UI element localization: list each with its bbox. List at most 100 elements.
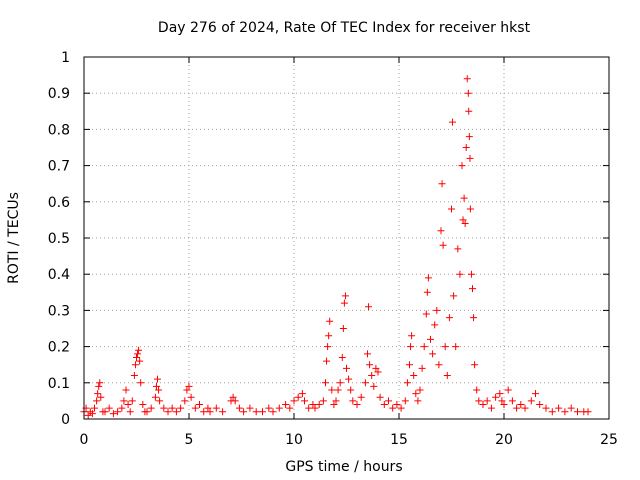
data-point	[319, 397, 327, 405]
x-tick-label: 5	[185, 432, 194, 448]
data-point	[152, 382, 160, 390]
data-point	[338, 353, 346, 361]
data-point	[416, 386, 424, 394]
data-point	[252, 408, 260, 416]
data-point	[325, 332, 333, 340]
data-point	[235, 404, 243, 412]
data-point	[469, 285, 476, 293]
y-axis-label: ROTI / TECUs	[6, 192, 22, 284]
data-point	[423, 288, 431, 296]
data-point	[212, 404, 220, 412]
data-point	[286, 404, 294, 412]
data-point	[414, 397, 422, 405]
data-point	[567, 404, 575, 412]
y-tick-label: 0.1	[48, 376, 70, 392]
x-tick-label: 20	[495, 432, 513, 448]
data-point	[191, 404, 199, 412]
data-point	[134, 350, 142, 358]
data-point	[448, 205, 455, 213]
data-point	[561, 408, 569, 416]
data-point	[429, 350, 437, 358]
data-point	[88, 410, 96, 418]
data-point	[368, 372, 376, 380]
data-point	[322, 379, 329, 387]
data-point	[328, 386, 336, 394]
data-point	[177, 404, 185, 412]
data-point	[441, 343, 449, 351]
data-point	[94, 390, 102, 398]
data-point	[456, 270, 464, 278]
y-tick-label: 0.6	[48, 195, 70, 211]
data-point	[101, 408, 109, 416]
plot-frame	[83, 56, 610, 420]
data-point	[465, 107, 473, 115]
data-point	[349, 397, 357, 405]
data-point	[290, 397, 298, 405]
data-point	[366, 361, 374, 369]
data-point	[131, 361, 139, 369]
data-point	[246, 404, 254, 412]
data-point	[458, 162, 466, 170]
data-point	[427, 335, 434, 343]
data-point	[479, 401, 487, 409]
data-point	[97, 393, 105, 401]
data-point	[466, 205, 474, 213]
data-point	[341, 292, 349, 300]
data-point	[185, 382, 193, 390]
data-point	[465, 133, 473, 141]
data-point	[437, 227, 445, 235]
data-point	[508, 397, 516, 405]
data-point	[374, 368, 382, 376]
data-point	[412, 390, 420, 398]
data-point	[475, 397, 483, 405]
data-point	[109, 410, 117, 418]
data-point	[459, 216, 467, 224]
data-point	[513, 404, 521, 412]
data-point	[95, 382, 103, 390]
data-point	[500, 401, 508, 409]
data-point	[406, 361, 413, 369]
data-point	[334, 386, 342, 394]
data-point	[269, 408, 277, 416]
data-point	[326, 317, 334, 325]
data-point	[93, 397, 101, 405]
data-point	[462, 144, 470, 151]
data-point	[315, 401, 323, 409]
data-point	[136, 357, 144, 365]
chart-title: Day 276 of 2024, Rate Of TEC Index for r…	[158, 20, 531, 36]
data-point	[187, 393, 195, 401]
data-point	[275, 404, 283, 412]
data-point	[323, 357, 331, 365]
data-point	[143, 408, 151, 416]
data-point	[172, 408, 180, 416]
data-point	[311, 404, 319, 412]
data-point	[147, 404, 155, 412]
data-point	[353, 401, 361, 409]
data-point	[200, 408, 208, 416]
data-point	[357, 393, 365, 401]
data-point	[410, 372, 418, 380]
data-point	[156, 397, 164, 405]
data-point	[542, 404, 550, 412]
data-point	[345, 375, 353, 383]
data-point	[393, 401, 401, 409]
data-point	[424, 274, 432, 282]
data-point	[324, 343, 332, 351]
data-point	[332, 397, 340, 405]
data-point	[463, 75, 471, 83]
data-point	[407, 343, 415, 351]
data-point	[133, 353, 140, 361]
data-point	[401, 397, 409, 405]
data-point	[91, 404, 98, 412]
x-tick-label: 10	[285, 432, 303, 448]
data-point	[164, 408, 172, 416]
data-point	[397, 404, 405, 412]
data-point	[122, 386, 130, 394]
data-point	[536, 401, 544, 409]
data-point	[420, 343, 428, 351]
data-point	[114, 408, 122, 416]
data-point	[431, 321, 439, 329]
data-point	[298, 390, 306, 398]
data-point	[181, 397, 189, 405]
